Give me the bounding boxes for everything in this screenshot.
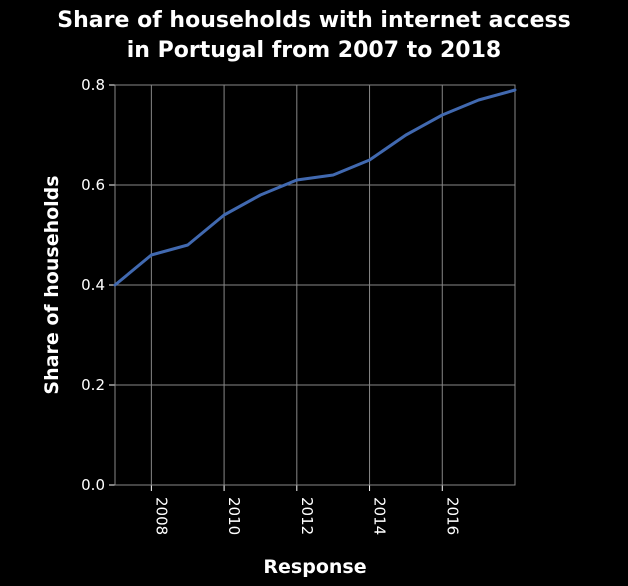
x-tick-label: 2016 — [443, 497, 461, 535]
chart-title: Share of households with internet access… — [0, 6, 628, 66]
y-tick-label: 0.0 — [81, 476, 105, 494]
tick-labels: 2008 2010 2012 2014 2016 0.0 0.2 0.4 0.6 0.8 — [81, 76, 461, 535]
x-tick-label: 2014 — [371, 497, 389, 535]
y-tick-label: 0.6 — [81, 176, 105, 194]
chart-title-line-2: in Portugal from 2007 to 2018 — [126, 38, 502, 63]
x-axis-label: Response — [263, 556, 366, 578]
series-group — [113, 88, 517, 287]
chart-title-line-1: Share of households with internet access — [57, 8, 571, 33]
y-axis-label: Share of households — [41, 175, 63, 394]
grid-lines — [115, 84, 515, 486]
y-tick-label: 0.4 — [81, 276, 105, 294]
axes — [109, 84, 516, 491]
x-tick-label: 2012 — [298, 497, 316, 535]
y-tick-label: 0.8 — [81, 76, 105, 94]
y-tick-label: 0.2 — [81, 376, 105, 394]
x-tick-label: 2008 — [152, 497, 170, 535]
x-tick-label: 2010 — [225, 497, 243, 535]
series-line — [113, 88, 517, 287]
